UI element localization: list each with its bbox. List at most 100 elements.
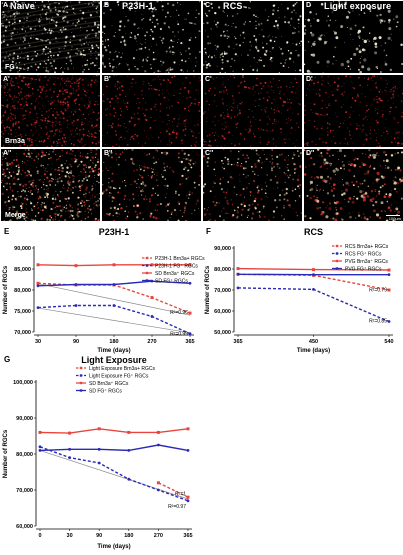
data-point [157,431,160,434]
r-squared-label: R²=0.79 [369,288,387,294]
legend-marker [146,272,148,274]
trend-line [38,308,190,333]
x-tick-label: 365 [183,533,192,539]
legend-marker [146,257,148,259]
legend-marker [336,267,338,269]
panel-label: D'' [306,149,314,158]
legend-label: P23H-1 FG⁺ RGCs [155,263,198,269]
micrograph-texture [203,149,302,221]
legend-label: PVG Brn3a⁺ RGCs [345,259,388,265]
panel-label: C'' [205,149,213,158]
data-point [113,263,116,266]
trend-line [38,284,190,316]
x-tick-label: 0 [38,533,41,539]
y-tick-label: 60,000 [16,524,33,530]
panel-label: C' [205,75,212,84]
data-point [75,264,78,267]
data-point [157,444,160,447]
data-point [312,288,315,291]
x-tick-label: 30 [67,533,73,539]
legend-marker [80,389,82,391]
data-point [68,456,71,459]
panel-label: C [205,1,210,10]
data-point [151,315,154,318]
legend-label: Light Exposure FG⁺ RGCs [89,373,149,379]
y-tick-label: 90,000 [214,246,231,252]
data-point [39,431,42,434]
column-title: Naïve [10,1,35,12]
r-squared-label: R²=0.99 [170,332,188,338]
micrograph-texture [102,149,201,221]
legend-marker [336,252,338,254]
r-squared-label: R²=0.96 [170,310,188,316]
data-point [157,489,160,492]
x-tick-label: 365 [185,339,194,345]
data-point [388,320,391,323]
y-tick-label: 85,000 [14,267,31,273]
micrograph-texture [304,75,403,147]
legend-label: RCS Brn3a+ RGCs [345,244,389,250]
data-point [388,289,391,292]
data-point [312,273,315,276]
legend-label: P23H-1 Brn3a+ RGCs [155,256,205,262]
y-tick-label: 70,000 [16,488,33,494]
micrograph-texture [304,149,403,221]
legend-marker [80,367,82,369]
legend-marker [336,245,338,247]
data-point [37,284,40,287]
data-point [388,269,391,272]
panel-label: A [3,1,8,10]
micrograph-a2: A''Merge [1,149,100,221]
column-title: RCS [223,1,243,12]
data-point [187,427,190,430]
data-point [98,427,101,430]
data-point [151,296,154,299]
x-tick-label: 365 [233,339,242,345]
legend-marker [146,279,148,281]
panel-label: B [104,1,109,10]
legend-marker [80,374,82,376]
micrograph-a1: A'Brn3a [1,75,100,147]
data-point [388,273,391,276]
data-point [187,496,190,499]
chart-title: P23H-1 [99,227,130,237]
y-tick-label: 90,000 [14,246,31,252]
legend-label: SD Brn3a⁺ RGCs [155,271,195,277]
data-point [68,448,71,451]
x-tick-label: 540 [384,339,393,345]
panel-label: D [306,1,311,10]
data-point [189,282,192,285]
micrograph-texture [203,1,302,73]
y-axis-label: Number of RGCs [3,265,9,314]
x-tick-label: 180 [109,339,118,345]
x-tick-label: 90 [73,339,79,345]
y-tick-label: 70,000 [214,288,231,294]
column-title: P23H-1 [122,1,154,12]
y-tick-label: 60,000 [214,309,231,315]
trend-line [40,450,188,499]
data-point [98,448,101,451]
y-tick-label: 90,000 [16,416,33,422]
data-point [157,481,160,484]
micrograph-texture [203,75,302,147]
panel-letter-f: F [206,227,211,236]
r-squared-label: R²=0.97 [168,504,186,510]
y-tick-label: 50,000 [214,330,231,336]
micrograph-b: B P23H-1 [102,1,201,73]
data-point [37,306,40,309]
series-line-1 [238,288,389,322]
micrograph-texture [1,149,100,221]
panel-label: B'' [104,149,112,158]
panel-label: B' [104,75,111,84]
panel-label: A' [3,75,10,84]
y-axis-label: Number of RGCs [3,429,9,478]
chart-title: Light Exposure [81,355,147,365]
column-title: Light exposure [324,1,391,12]
x-tick-label: 270 [154,533,163,539]
legend-label: SD FG⁺ RGCs [89,388,122,394]
x-tick-label: 450 [309,339,318,345]
data-point [113,304,116,307]
